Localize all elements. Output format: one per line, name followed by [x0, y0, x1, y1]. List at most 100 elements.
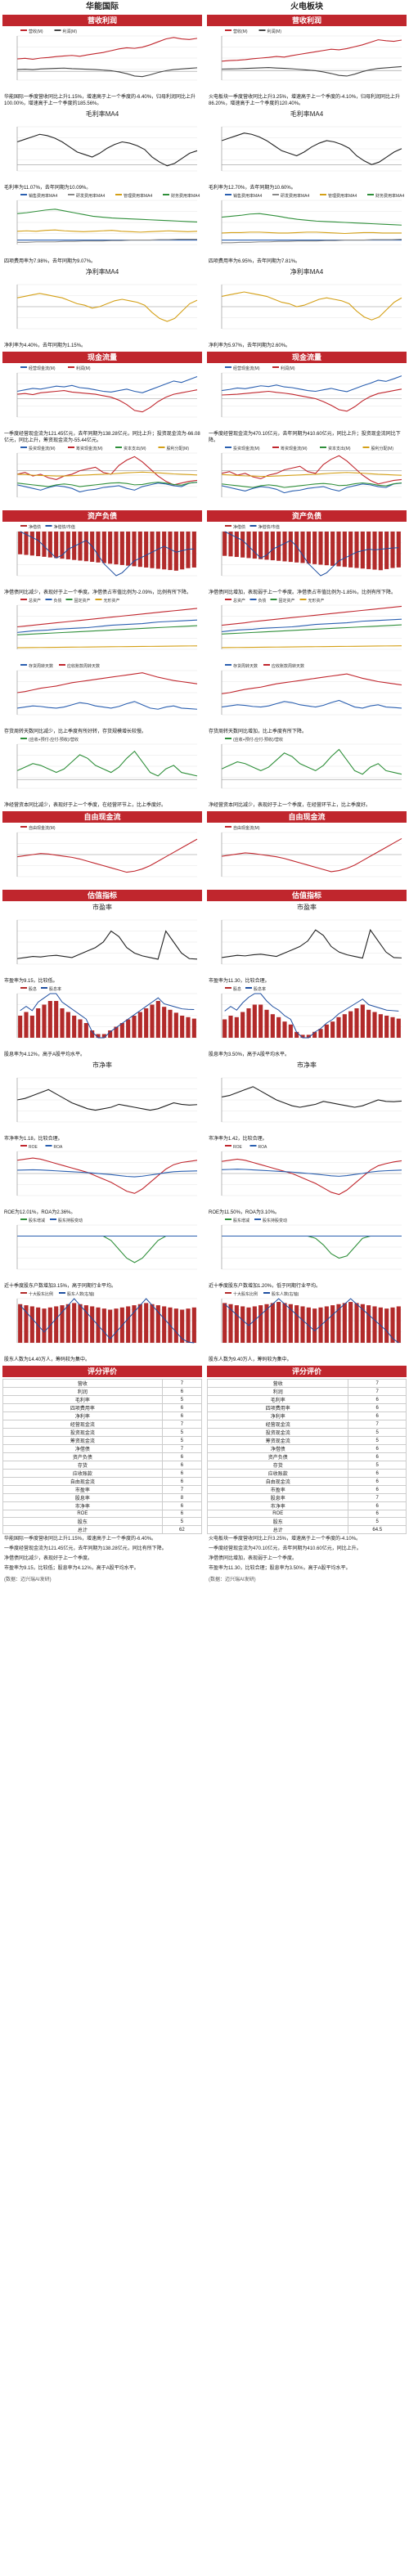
chart-bar [191, 1307, 196, 1343]
chart-bar [258, 1305, 263, 1343]
chart-bar [336, 1016, 341, 1038]
chart-series-line [221, 1169, 402, 1177]
chart-series-line [16, 471, 198, 477]
chart-note: 四项费用率为7.98%，去年同期为9.07%。 [2, 258, 202, 266]
score-name: 经营现金流 [206, 1420, 349, 1429]
score-name: 自由现金流 [2, 1477, 163, 1486]
score-name: 市盈率 [2, 1485, 163, 1494]
score-value: 5 [161, 1436, 203, 1445]
chart-bar [240, 532, 245, 558]
chart-note: 市净率为1.42，比较合理。 [207, 1135, 407, 1143]
score-value: 6 [348, 1403, 407, 1412]
summary-text: 净借债同比减少，表现好于上一个季度。 [4, 1556, 93, 1561]
score-value: 7 [161, 1379, 203, 1388]
chart-bar [150, 1304, 155, 1343]
score-name: 净利率 [2, 1411, 163, 1420]
score-value: 6 [348, 1485, 407, 1494]
chart-bar [119, 532, 124, 565]
chart-note: 一季度经营现金流为121.45亿元，去年同期为138.28亿元，同比上升；投资现… [2, 430, 202, 445]
chart-bar [264, 1304, 269, 1343]
chart-bar [101, 532, 106, 563]
score-name: 股东 [2, 1517, 163, 1526]
legend-label: 净借债/市值 [258, 524, 280, 530]
summary-text: 华能国际一季度营收同比上升1.15%，增速高于上一个季度的-6.40%。 [4, 1537, 157, 1542]
table-row: ROE 6 [206, 1510, 407, 1518]
chart-L7: 净借债 净借债/市值 [16, 524, 197, 577]
table-row: 股东 5 [2, 1517, 203, 1526]
table-row: 筹资现金流 5 [2, 1436, 203, 1445]
score-value: 7 [161, 1444, 203, 1453]
legend-label: ROE [29, 1145, 38, 1150]
table-row: 股东 5 [206, 1517, 407, 1526]
chart-note: 近十季度股东户数增加3.15%，高于同期行业平均。 [2, 1282, 202, 1290]
chart-bar [90, 1306, 95, 1343]
score-value: 7 [348, 1387, 407, 1396]
score-name: 四项费用率 [2, 1403, 163, 1412]
score-table: 营收 7 利润 6 毛利率 5 四项费用率 6 净利率 6 经营现金流 7 投资现金流 5 筹资现金流 5 净借… [2, 1379, 203, 1534]
score-name: 营收 [206, 1379, 349, 1388]
chart-bar [282, 1021, 287, 1038]
chart-container [207, 1070, 407, 1133]
score-value: 6 [161, 1411, 203, 1420]
chart-bar [83, 532, 88, 562]
chart-R7: 净借债 净借债/市值 [221, 524, 402, 577]
chart-bar [270, 532, 275, 561]
chart-bar [294, 1031, 299, 1038]
chart-bar [288, 532, 293, 563]
chart-bar [155, 532, 160, 569]
chart-series-line [16, 1169, 198, 1178]
score-name: 毛利率 [2, 1395, 163, 1404]
chart-bar [144, 1008, 149, 1038]
chart-bar [108, 1030, 113, 1038]
section-banner: 自由现金流 [207, 811, 407, 823]
score-name: ROE [2, 1510, 163, 1518]
section-banner: 现金流量 [207, 352, 407, 363]
legend-label: (应收+预付-应付-预收)/营收 [29, 737, 79, 743]
chart-series-line [20, 1298, 195, 1344]
chart-bar [378, 1014, 383, 1038]
chart-L15: ROE ROA [16, 1145, 198, 1196]
chart-bar [354, 1008, 359, 1038]
chart-bar [47, 1001, 52, 1038]
legend-swatch [20, 525, 27, 527]
table-row: 净借债 6 [206, 1444, 407, 1453]
chart-L8: 总资产 负债 固定资产 无形资产 [16, 598, 198, 650]
legend-label: 销售费用率MA4 [233, 193, 263, 199]
chart-container: (应收+预付-应付-预收)/营收 [2, 736, 202, 800]
chart-bar [342, 1014, 347, 1038]
score-value: 6 [161, 1501, 203, 1510]
legend-swatch [225, 525, 231, 527]
score-name: 存货 [2, 1461, 163, 1470]
chart-bar [234, 1016, 239, 1038]
chart-bar [150, 532, 155, 568]
chart-note: 股东人数为9.40万人，筹码较为集中。 [207, 1356, 407, 1364]
chart-bar [234, 1305, 239, 1343]
chart-bar [222, 1019, 227, 1038]
chart-series-line [221, 605, 402, 626]
legend-label: 自由现金流(M) [29, 825, 56, 831]
chart-series-line [17, 1235, 197, 1263]
legend-swatch [272, 194, 279, 195]
legend-label: 存货周转天数 [233, 663, 258, 669]
chart-bar [162, 532, 167, 570]
chart-L5: 经营现金流(M) 利润(M) [16, 366, 198, 418]
legend-label: 筹资现金流(M) [281, 446, 308, 451]
chart-container [2, 276, 202, 340]
legend-swatch [158, 447, 165, 448]
score-value: 6 [348, 1477, 407, 1486]
chart-series-line [221, 388, 402, 412]
legend-label: 研发费用率MA4 [76, 193, 106, 199]
chart-bar [42, 532, 47, 557]
legend-swatch [225, 826, 231, 828]
score-value: 5 [348, 1461, 407, 1470]
score-name: 净借债 [206, 1444, 349, 1453]
legend-label: 净借债/市值 [54, 524, 75, 530]
chart-L10: (应收+预付-应付-预收)/营收 [16, 737, 198, 789]
chart-bar [390, 532, 395, 568]
source-note: (数据：迈兴瑞AI发研) [209, 1577, 256, 1582]
chart-title: 市盈率 [92, 904, 112, 911]
company-title: 华能国际 [86, 2, 119, 11]
chart-R4 [221, 284, 402, 330]
chart-note: 净借债同比减少，表现好于上一个季度。净借债占市值比例为-2.09%，比例有所下降… [2, 589, 202, 597]
score-name: 股息率 [2, 1493, 163, 1502]
